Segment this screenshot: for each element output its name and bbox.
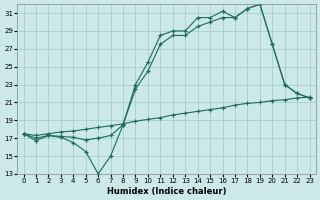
X-axis label: Humidex (Indice chaleur): Humidex (Indice chaleur) bbox=[107, 187, 226, 196]
